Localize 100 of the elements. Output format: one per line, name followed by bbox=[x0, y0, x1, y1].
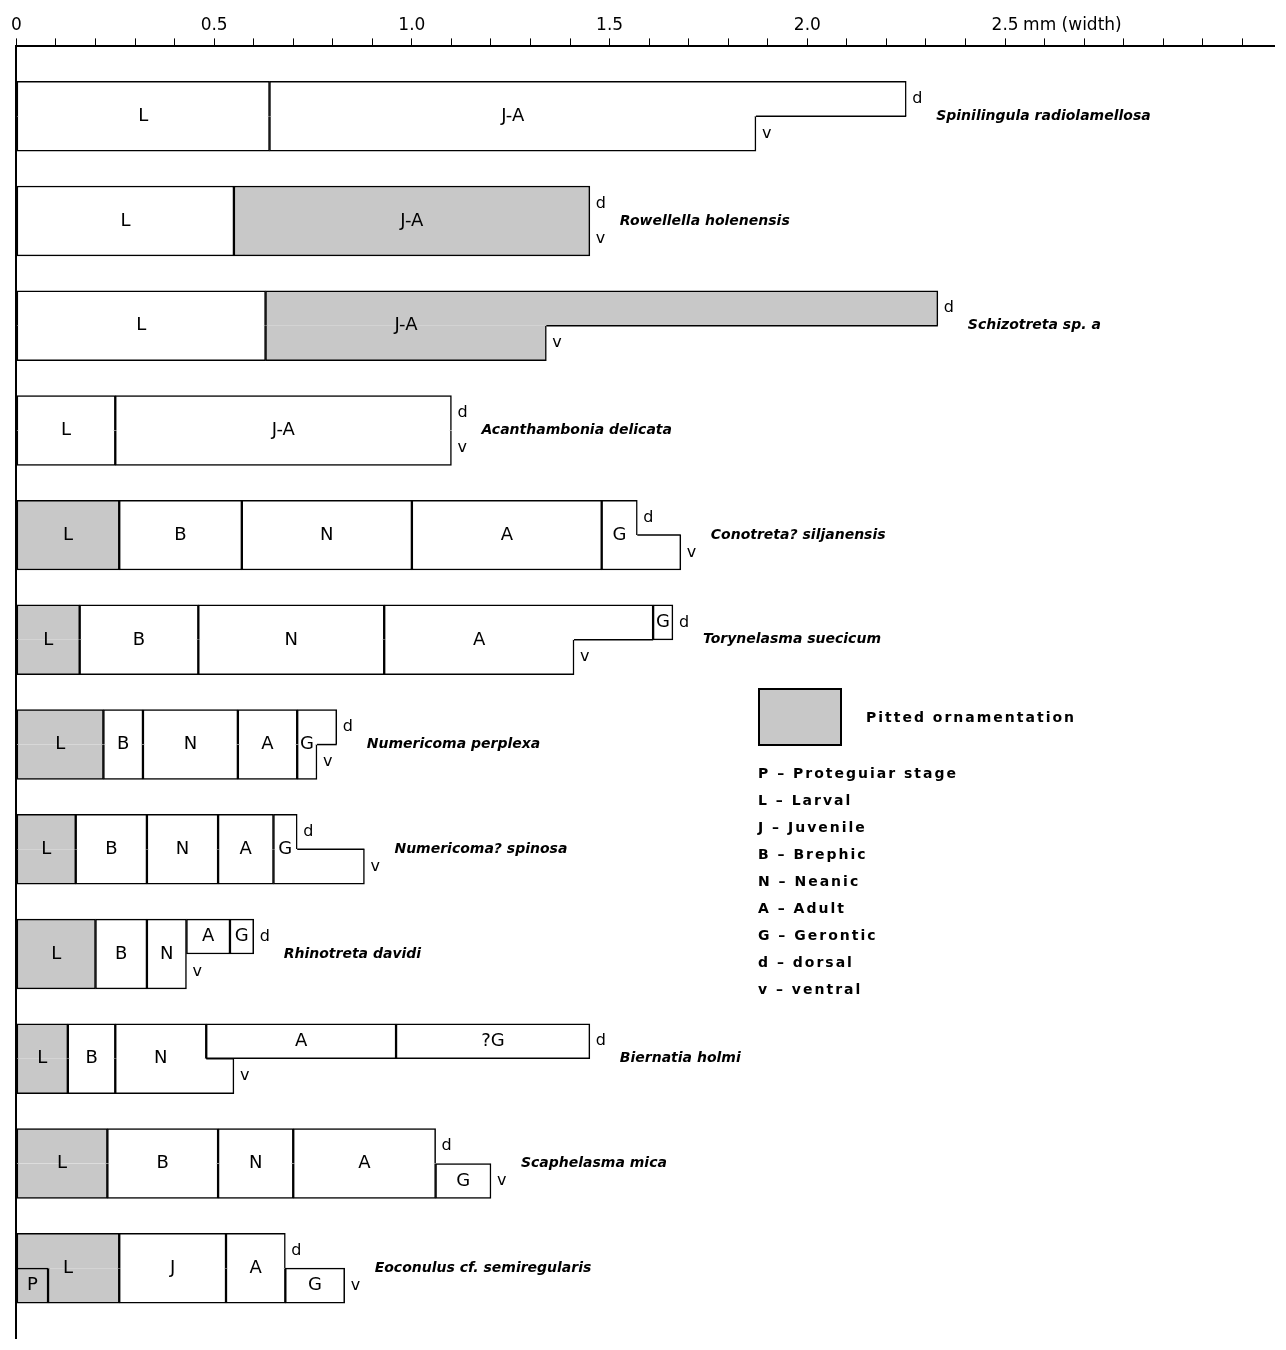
y-tick-label: v bbox=[496, 1170, 507, 1190]
y-tick-label: v bbox=[552, 332, 562, 352]
series-label: J-A bbox=[393, 313, 419, 335]
annotation: G – Gerontic bbox=[758, 926, 879, 945]
text: L bbox=[51, 941, 62, 963]
text: B bbox=[105, 836, 118, 858]
text: G bbox=[278, 836, 293, 858]
text: G bbox=[308, 1273, 322, 1295]
text: L bbox=[61, 418, 72, 440]
text: L bbox=[63, 1255, 74, 1277]
y-tick-label: d bbox=[912, 87, 923, 107]
annotation: L – Larval bbox=[758, 791, 854, 810]
annotation: Scaphelasma mica bbox=[520, 1154, 667, 1171]
y-tick-label: d bbox=[291, 1239, 302, 1259]
text: A bbox=[249, 1255, 262, 1277]
text: N bbox=[183, 732, 198, 754]
text: N bbox=[284, 627, 298, 649]
annotation: Numericoma perplexa bbox=[366, 735, 541, 752]
annotation: Schizotreta sp. a bbox=[967, 316, 1101, 333]
y-tick-label: v bbox=[239, 1065, 250, 1085]
series-label: ?G bbox=[481, 1028, 505, 1050]
annotation: Pitted ornamentation bbox=[866, 709, 1077, 725]
text: L bbox=[138, 103, 149, 125]
text: J-A bbox=[501, 103, 525, 125]
y-tick-label: v bbox=[595, 227, 606, 247]
text: L bbox=[120, 208, 131, 230]
y-tick-label: d bbox=[595, 192, 606, 212]
text: B bbox=[132, 627, 146, 649]
x-tick-label: 1.5 bbox=[596, 13, 624, 34]
x-tick-label: 2.0 bbox=[793, 13, 821, 34]
text: L bbox=[63, 522, 74, 544]
annotation: v – ventral bbox=[758, 980, 864, 999]
series-label: G bbox=[612, 522, 627, 544]
y-tick-label: d bbox=[943, 297, 955, 317]
text: G bbox=[234, 924, 249, 946]
annotation: A – Adult bbox=[758, 899, 847, 918]
x-tick-label: 2.5 bbox=[991, 13, 1019, 34]
annotation: Spinilingula radiolamellosa bbox=[936, 106, 1151, 123]
series-label: N bbox=[320, 522, 334, 544]
text: L bbox=[43, 627, 54, 649]
series-label: L bbox=[136, 313, 147, 335]
annotation: Rhinotreta davidi bbox=[283, 944, 422, 961]
text: B bbox=[85, 1046, 98, 1068]
text: N bbox=[175, 836, 190, 858]
annotation: Conotreta? siljanensis bbox=[710, 525, 886, 542]
text: G bbox=[656, 610, 670, 632]
text: J-A bbox=[400, 208, 424, 230]
text: G bbox=[300, 732, 315, 754]
annotation: P – Proteguiar stage bbox=[758, 764, 959, 783]
text: A bbox=[202, 924, 215, 946]
text: L bbox=[37, 1046, 48, 1068]
annotation: Biernatia holmi bbox=[619, 1049, 741, 1066]
annotation: B – Brephic bbox=[758, 845, 869, 864]
text: A bbox=[358, 1151, 371, 1173]
series-label: P bbox=[27, 1273, 39, 1295]
text: L bbox=[55, 732, 66, 754]
series-label: B bbox=[174, 522, 187, 544]
annotation: Torynelasma suecicum bbox=[702, 630, 881, 647]
y-tick-label: v bbox=[192, 960, 202, 980]
y-tick-label: d bbox=[595, 1030, 606, 1050]
series-label: A bbox=[500, 522, 514, 544]
y-tick-label: v bbox=[457, 437, 467, 456]
series-label: J bbox=[168, 1255, 176, 1277]
annotation: J – Juvenile bbox=[758, 818, 868, 837]
y-tick-label: d bbox=[259, 925, 270, 945]
annotation: Numericoma? spinosa bbox=[394, 839, 568, 856]
text: N bbox=[154, 1046, 168, 1068]
y-tick-label: v bbox=[370, 855, 380, 875]
text: A bbox=[261, 732, 274, 754]
y-tick-label: d bbox=[678, 611, 690, 631]
y-tick-label: d bbox=[303, 820, 314, 840]
y-tick-label: v bbox=[686, 541, 697, 561]
text: L bbox=[41, 836, 52, 858]
annotation: Rowellella holenensis bbox=[619, 211, 790, 228]
text: B bbox=[115, 941, 128, 963]
y-tick-label: d bbox=[643, 506, 654, 526]
text: B bbox=[156, 1151, 169, 1173]
y-tick-label: d bbox=[441, 1135, 452, 1155]
x-tick-label: 1.0 bbox=[398, 13, 426, 34]
text: A bbox=[239, 836, 252, 858]
text: J-A bbox=[271, 418, 295, 440]
annotation: N – Neanic bbox=[758, 872, 862, 891]
y-tick-label: v bbox=[580, 646, 590, 666]
text: A bbox=[294, 1028, 308, 1050]
annotation: Eoconulus cf. semiregularis bbox=[374, 1258, 592, 1275]
y-tick-label: v bbox=[322, 751, 333, 771]
y-tick-label: d bbox=[342, 716, 353, 736]
x-axis-title: mm (width) bbox=[1023, 14, 1122, 35]
text: N bbox=[248, 1151, 263, 1173]
x-tick-label: 0 bbox=[10, 13, 22, 34]
text: B bbox=[117, 732, 130, 754]
y-tick-label: v bbox=[761, 122, 772, 142]
y-tick-label: d bbox=[457, 402, 468, 422]
annotation: Acanthambonia delicata bbox=[480, 421, 672, 438]
text: A bbox=[472, 627, 486, 649]
y-tick-label: v bbox=[350, 1274, 361, 1294]
x-tick-label: 0.5 bbox=[200, 13, 228, 34]
annotation: d – dorsal bbox=[758, 953, 855, 972]
text: L bbox=[57, 1151, 68, 1173]
text: G bbox=[456, 1168, 471, 1190]
